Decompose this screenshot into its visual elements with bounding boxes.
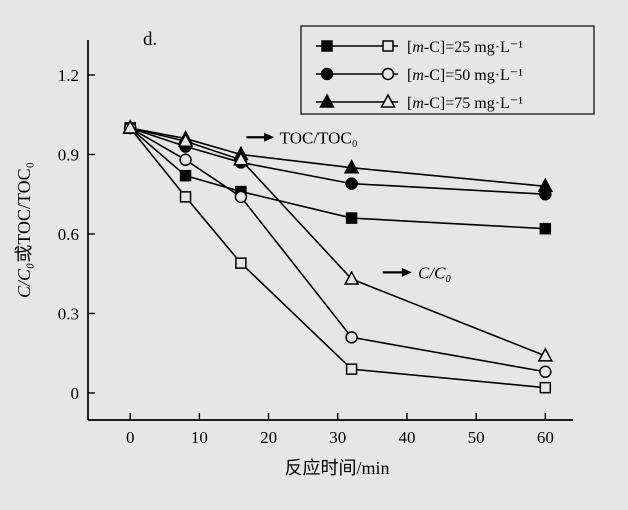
open-triangle-marker [122,119,138,134]
legend-box [300,25,595,115]
series-line [129,127,546,389]
annotation-arrowhead [264,132,275,142]
series-line [129,127,546,373]
open-circle-marker [539,365,552,379]
open-square-marker [179,191,192,203]
open-triangle-marker [537,347,554,362]
legend-label: [m-C]=50 mg·L⁻¹ [407,67,523,84]
y-axis-label-cc0: C/C₀ [14,263,34,298]
filled-square-marker [179,169,192,182]
x-axis-label: 反应时间/min [284,458,389,478]
y-tick-label: 0.6 [58,225,79,244]
axes [87,40,573,421]
open-circle-marker [234,190,248,204]
filled-triangle-marker [343,159,360,174]
filled-circle-marker [345,177,358,190]
y-axis-label: C/C₀或TOC/TOC₀ [14,162,34,298]
open-square-marker [539,381,552,394]
legend-label: [m-C]=25 mg·L⁻¹ [407,39,523,56]
annotation-label: TOC/TOC₀ [280,128,358,147]
open-triangle-marker [343,270,360,285]
curve-annotations: TOC/TOC₀ C/C₀ [246,128,451,282]
open-triangle-marker [380,93,396,108]
open-square-marker [235,257,247,269]
open-triangle-marker [233,151,249,166]
legend-label: [m-C]=75 mg·L⁻¹ [407,95,523,112]
x-tick-label: 10 [191,428,208,447]
x-tick-label: 60 [537,428,554,447]
filled-circle-marker [320,67,334,81]
series-c-75 [122,119,554,362]
y-axis-label-or: 或 [14,245,34,263]
x-tick-label: 50 [468,428,485,447]
x-tick-label: 30 [329,428,346,447]
open-square-marker [345,363,358,375]
series-c-50 [123,121,552,379]
annotation-arrowhead [401,267,412,277]
open-square-marker [382,40,394,52]
x-tick-label: 40 [398,428,415,447]
filled-triangle-marker [319,93,335,108]
open-circle-marker [381,67,395,81]
y-axis-label-toc: TOC/TOC₀ [14,162,34,245]
data-series [122,119,554,394]
y-tick-label: 0.3 [58,304,79,323]
y-tick-label: 0.9 [58,145,79,164]
annotation-label: C/C₀ [418,263,451,282]
filled-triangle-marker [537,177,554,193]
y-tick-label: 1.2 [58,66,79,85]
series-line [130,127,546,357]
x-tick-label: 0 [126,428,135,447]
filled-square-marker [345,212,358,224]
y-tick-label: 0 [71,384,80,403]
open-triangle-marker [177,132,194,147]
panel-label: d. [143,29,157,50]
tick-marks: 0 10 20 30 40 50 60 0 0.3 0.6 0.9 1.2 [58,66,554,447]
open-circle-marker [345,331,358,344]
filled-square-marker [321,40,333,52]
legend: [m-C]=25 mg·L⁻¹ [m-C]=50 mg·L⁻¹ [m-C]=75 m… [300,25,595,115]
filled-square-marker [539,222,552,235]
open-circle-marker [179,153,192,167]
x-tick-label: 20 [260,428,277,447]
